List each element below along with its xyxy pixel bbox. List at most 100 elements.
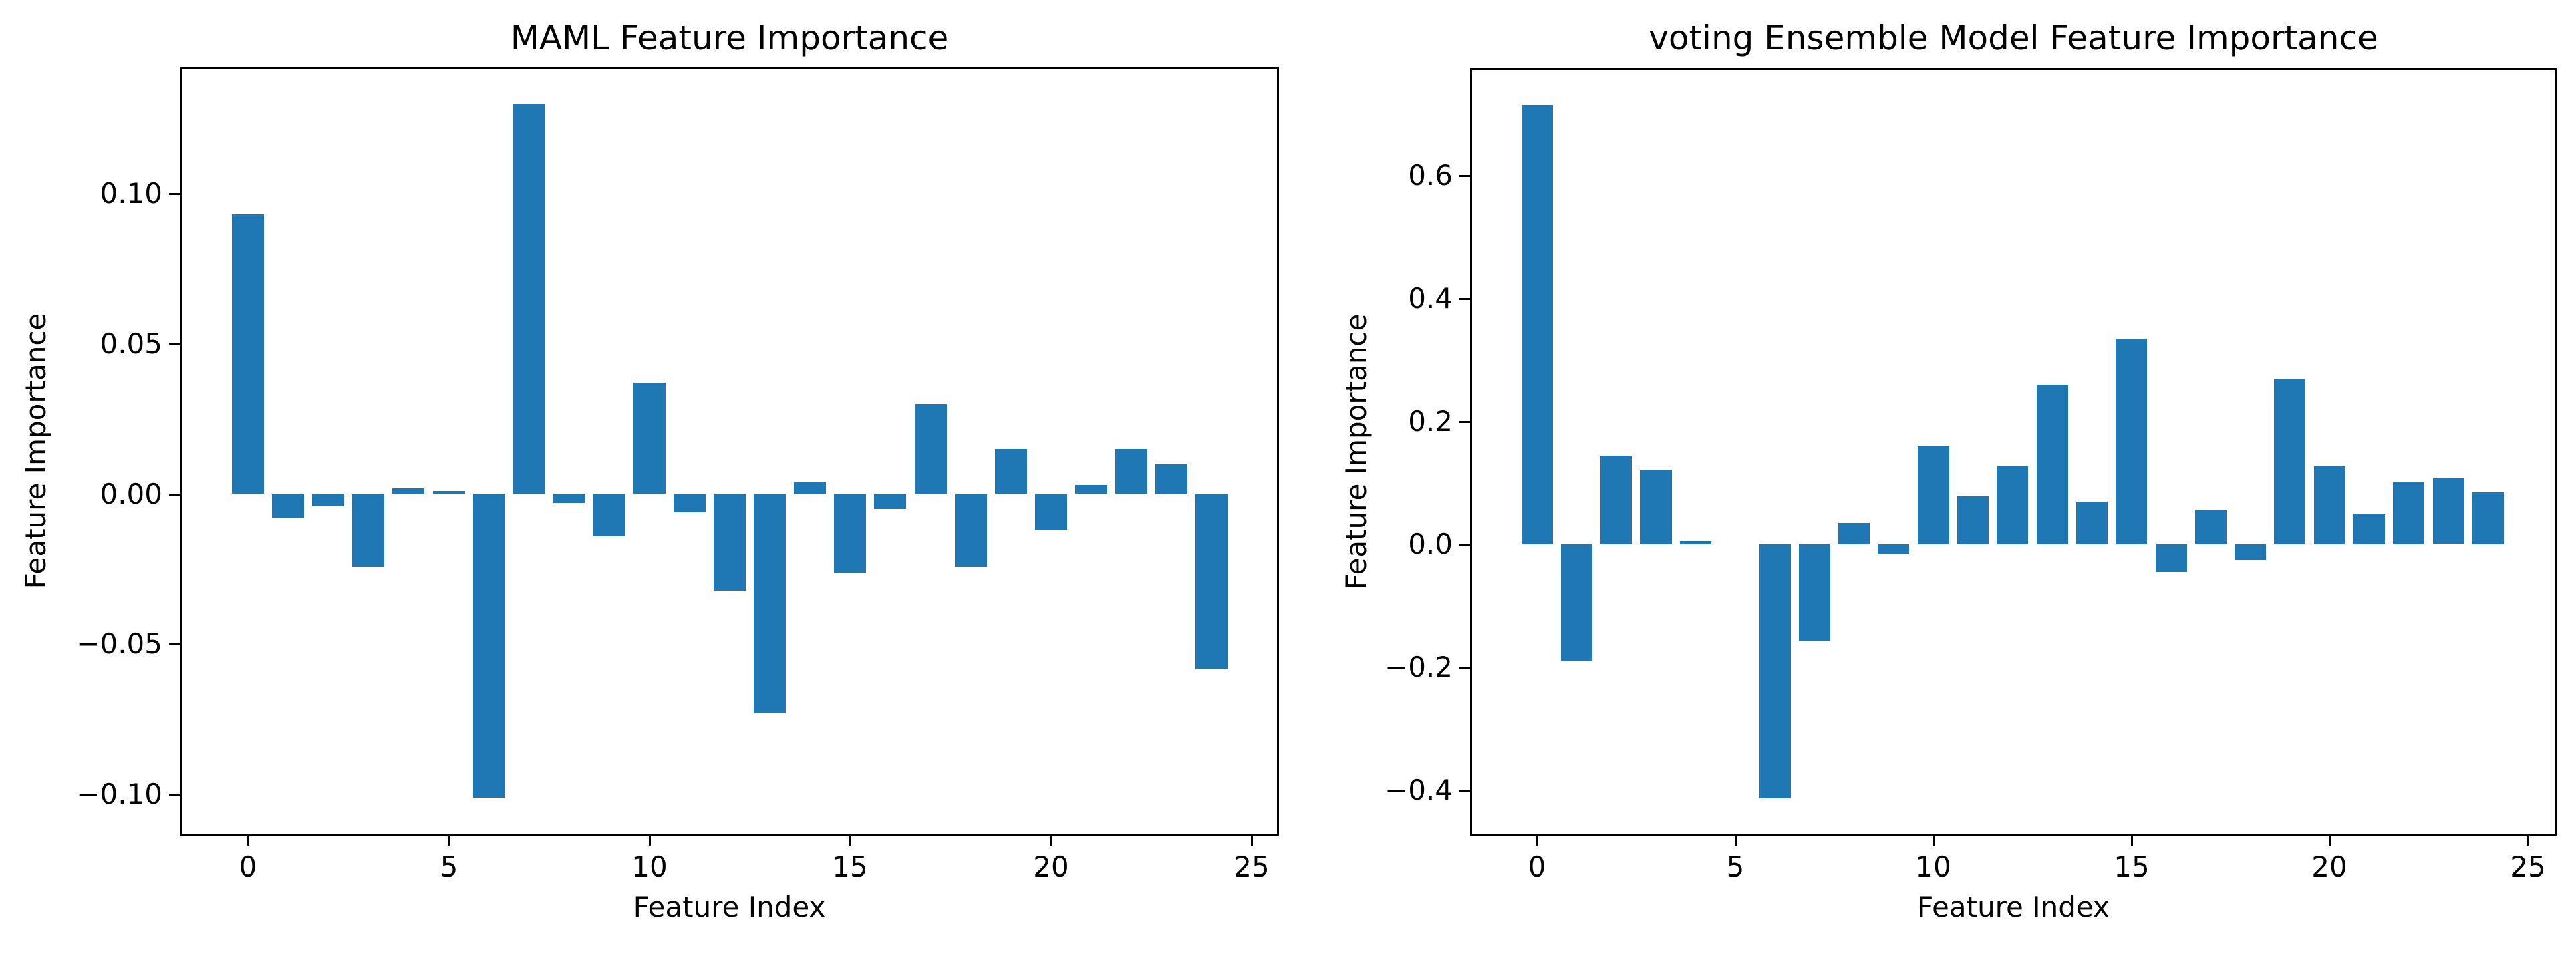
y-tick-label: −0.2 — [1385, 651, 1453, 683]
bar-feature-13 — [2037, 385, 2068, 544]
y-axis-label: Feature Importance — [1340, 313, 1373, 590]
bar-feature-19 — [2274, 379, 2305, 544]
y-tick — [169, 794, 180, 796]
y-tick-label: 0.4 — [1408, 282, 1453, 315]
x-tick — [2131, 836, 2133, 846]
bar-feature-17 — [2195, 510, 2227, 544]
bar-feature-2 — [1600, 456, 1632, 544]
y-tick-label: −0.4 — [1385, 774, 1453, 806]
bar-feature-15 — [834, 494, 866, 573]
y-tick — [169, 494, 180, 496]
bar-feature-7 — [513, 104, 545, 494]
y-tick — [1459, 175, 1470, 177]
x-tick-label: 25 — [1234, 850, 1270, 883]
bar-feature-11 — [1957, 496, 1989, 544]
bar-feature-9 — [593, 494, 625, 536]
bar-feature-21 — [1075, 485, 1107, 494]
x-tick — [649, 836, 651, 846]
bar-feature-17 — [915, 404, 947, 494]
y-tick — [1459, 421, 1470, 423]
bar-feature-6 — [473, 494, 505, 798]
bar-feature-3 — [352, 494, 384, 567]
bar-feature-4 — [392, 488, 424, 494]
x-tick — [2527, 836, 2529, 846]
x-tick-label: 10 — [631, 850, 668, 883]
y-tick — [169, 343, 180, 345]
bar-feature-5 — [433, 491, 465, 494]
bar-feature-13 — [754, 494, 786, 713]
y-tick-label: −0.10 — [76, 778, 162, 810]
x-tick — [1536, 836, 1538, 846]
bar-feature-23 — [2433, 478, 2464, 544]
y-tick-label: 0.00 — [100, 478, 162, 510]
x-tick — [1050, 836, 1052, 846]
bar-feature-24 — [1195, 494, 1228, 669]
bar-feature-12 — [714, 494, 746, 591]
x-axis-label: Feature Index — [1917, 891, 2110, 923]
x-tick-label: 25 — [2510, 850, 2546, 883]
y-tick-label: 0.05 — [100, 327, 162, 360]
x-tick — [448, 836, 450, 846]
bar-feature-9 — [1878, 544, 1909, 554]
bar-feature-1 — [1561, 544, 1592, 661]
bar-feature-23 — [1155, 464, 1187, 494]
plot-area — [180, 67, 1279, 836]
x-tick-label: 20 — [1033, 850, 1069, 883]
bar-feature-22 — [2393, 482, 2424, 544]
x-tick-label: 0 — [1528, 850, 1546, 883]
bar-feature-0 — [232, 214, 264, 494]
y-tick — [169, 643, 180, 645]
y-tick — [1459, 790, 1470, 792]
bar-feature-15 — [2116, 339, 2147, 544]
x-tick — [247, 836, 249, 846]
y-tick-label: 0.0 — [1408, 528, 1453, 561]
bar-feature-11 — [674, 494, 706, 512]
x-tick — [1251, 836, 1253, 846]
bar-feature-18 — [2235, 544, 2266, 560]
bar-feature-18 — [955, 494, 987, 567]
x-tick — [1735, 836, 1737, 846]
bar-feature-10 — [633, 383, 666, 494]
bar-feature-20 — [2314, 466, 2345, 544]
bar-feature-3 — [1640, 470, 1672, 544]
bar-feature-1 — [272, 494, 304, 518]
y-tick-label: 0.6 — [1408, 159, 1453, 192]
bar-feature-20 — [1035, 494, 1067, 530]
x-tick-label: 15 — [2114, 850, 2150, 883]
bar-feature-16 — [874, 494, 906, 509]
chart-title: voting Ensemble Model Feature Importance — [1649, 19, 2378, 57]
y-tick-label: 0.10 — [100, 177, 162, 210]
y-tick — [1459, 544, 1470, 546]
x-tick — [849, 836, 851, 846]
bar-feature-14 — [794, 482, 826, 494]
bar-feature-22 — [1115, 449, 1147, 494]
y-tick — [1459, 667, 1470, 669]
bar-feature-8 — [553, 494, 585, 503]
bar-feature-6 — [1759, 544, 1791, 798]
bar-feature-16 — [2156, 544, 2187, 572]
bar-feature-21 — [2353, 514, 2385, 544]
bar-feature-12 — [1997, 466, 2028, 544]
x-tick — [2329, 836, 2331, 846]
bar-feature-10 — [1918, 446, 1949, 544]
bar-feature-19 — [995, 449, 1027, 494]
x-tick-label: 0 — [239, 850, 257, 883]
plot-area — [1470, 68, 2557, 836]
bar-feature-2 — [312, 494, 344, 506]
x-tick — [1933, 836, 1935, 846]
bar-feature-4 — [1680, 541, 1711, 544]
x-tick-label: 20 — [2311, 850, 2347, 883]
chart-title: MAML Feature Importance — [510, 19, 949, 57]
x-tick-label: 15 — [832, 850, 868, 883]
bar-feature-7 — [1799, 544, 1830, 641]
x-tick-label: 5 — [1726, 850, 1745, 883]
bar-feature-14 — [2076, 502, 2108, 544]
x-tick-label: 5 — [440, 850, 458, 883]
y-tick — [1459, 298, 1470, 300]
y-tick-label: 0.2 — [1408, 405, 1453, 438]
x-tick-label: 10 — [1915, 850, 1951, 883]
y-tick-label: −0.05 — [76, 627, 162, 660]
